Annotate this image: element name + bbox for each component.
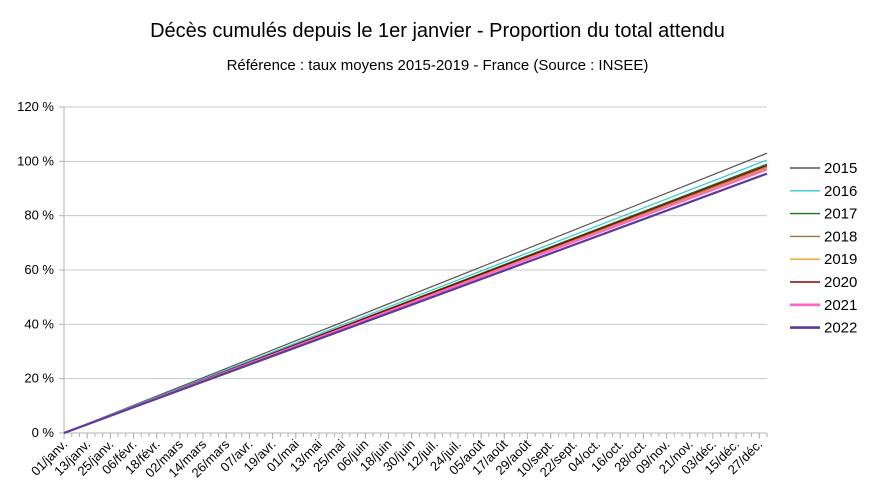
chart-title: Décès cumulés depuis le 1er janvier - Pr… [150,20,725,42]
legend-label-2019: 2019 [824,251,857,268]
legend-label-2016: 2016 [824,183,857,200]
legend-label-2020: 2020 [824,274,857,291]
legend-label-2015: 2015 [824,160,857,177]
y-tick-label: 80 % [24,208,54,223]
series-line-2022 [63,172,768,435]
y-tick-label: 20 % [24,371,54,386]
legend-label-2022: 2022 [824,320,857,337]
y-tick-label: 100 % [17,153,54,168]
chart-subtitle: Référence : taux moyens 2015-2019 - Fran… [226,57,649,74]
y-tick-label: 40 % [24,316,54,331]
series-line-2015 [63,152,768,434]
y-tick-label: 0 % [32,425,55,440]
y-tick-label: 120 % [17,99,54,114]
legend-label-2017: 2017 [824,206,857,223]
series-line-2016 [63,159,768,434]
legend-label-2021: 2021 [824,297,857,314]
legend-label-2018: 2018 [824,228,857,245]
y-tick-label: 60 % [24,262,54,277]
